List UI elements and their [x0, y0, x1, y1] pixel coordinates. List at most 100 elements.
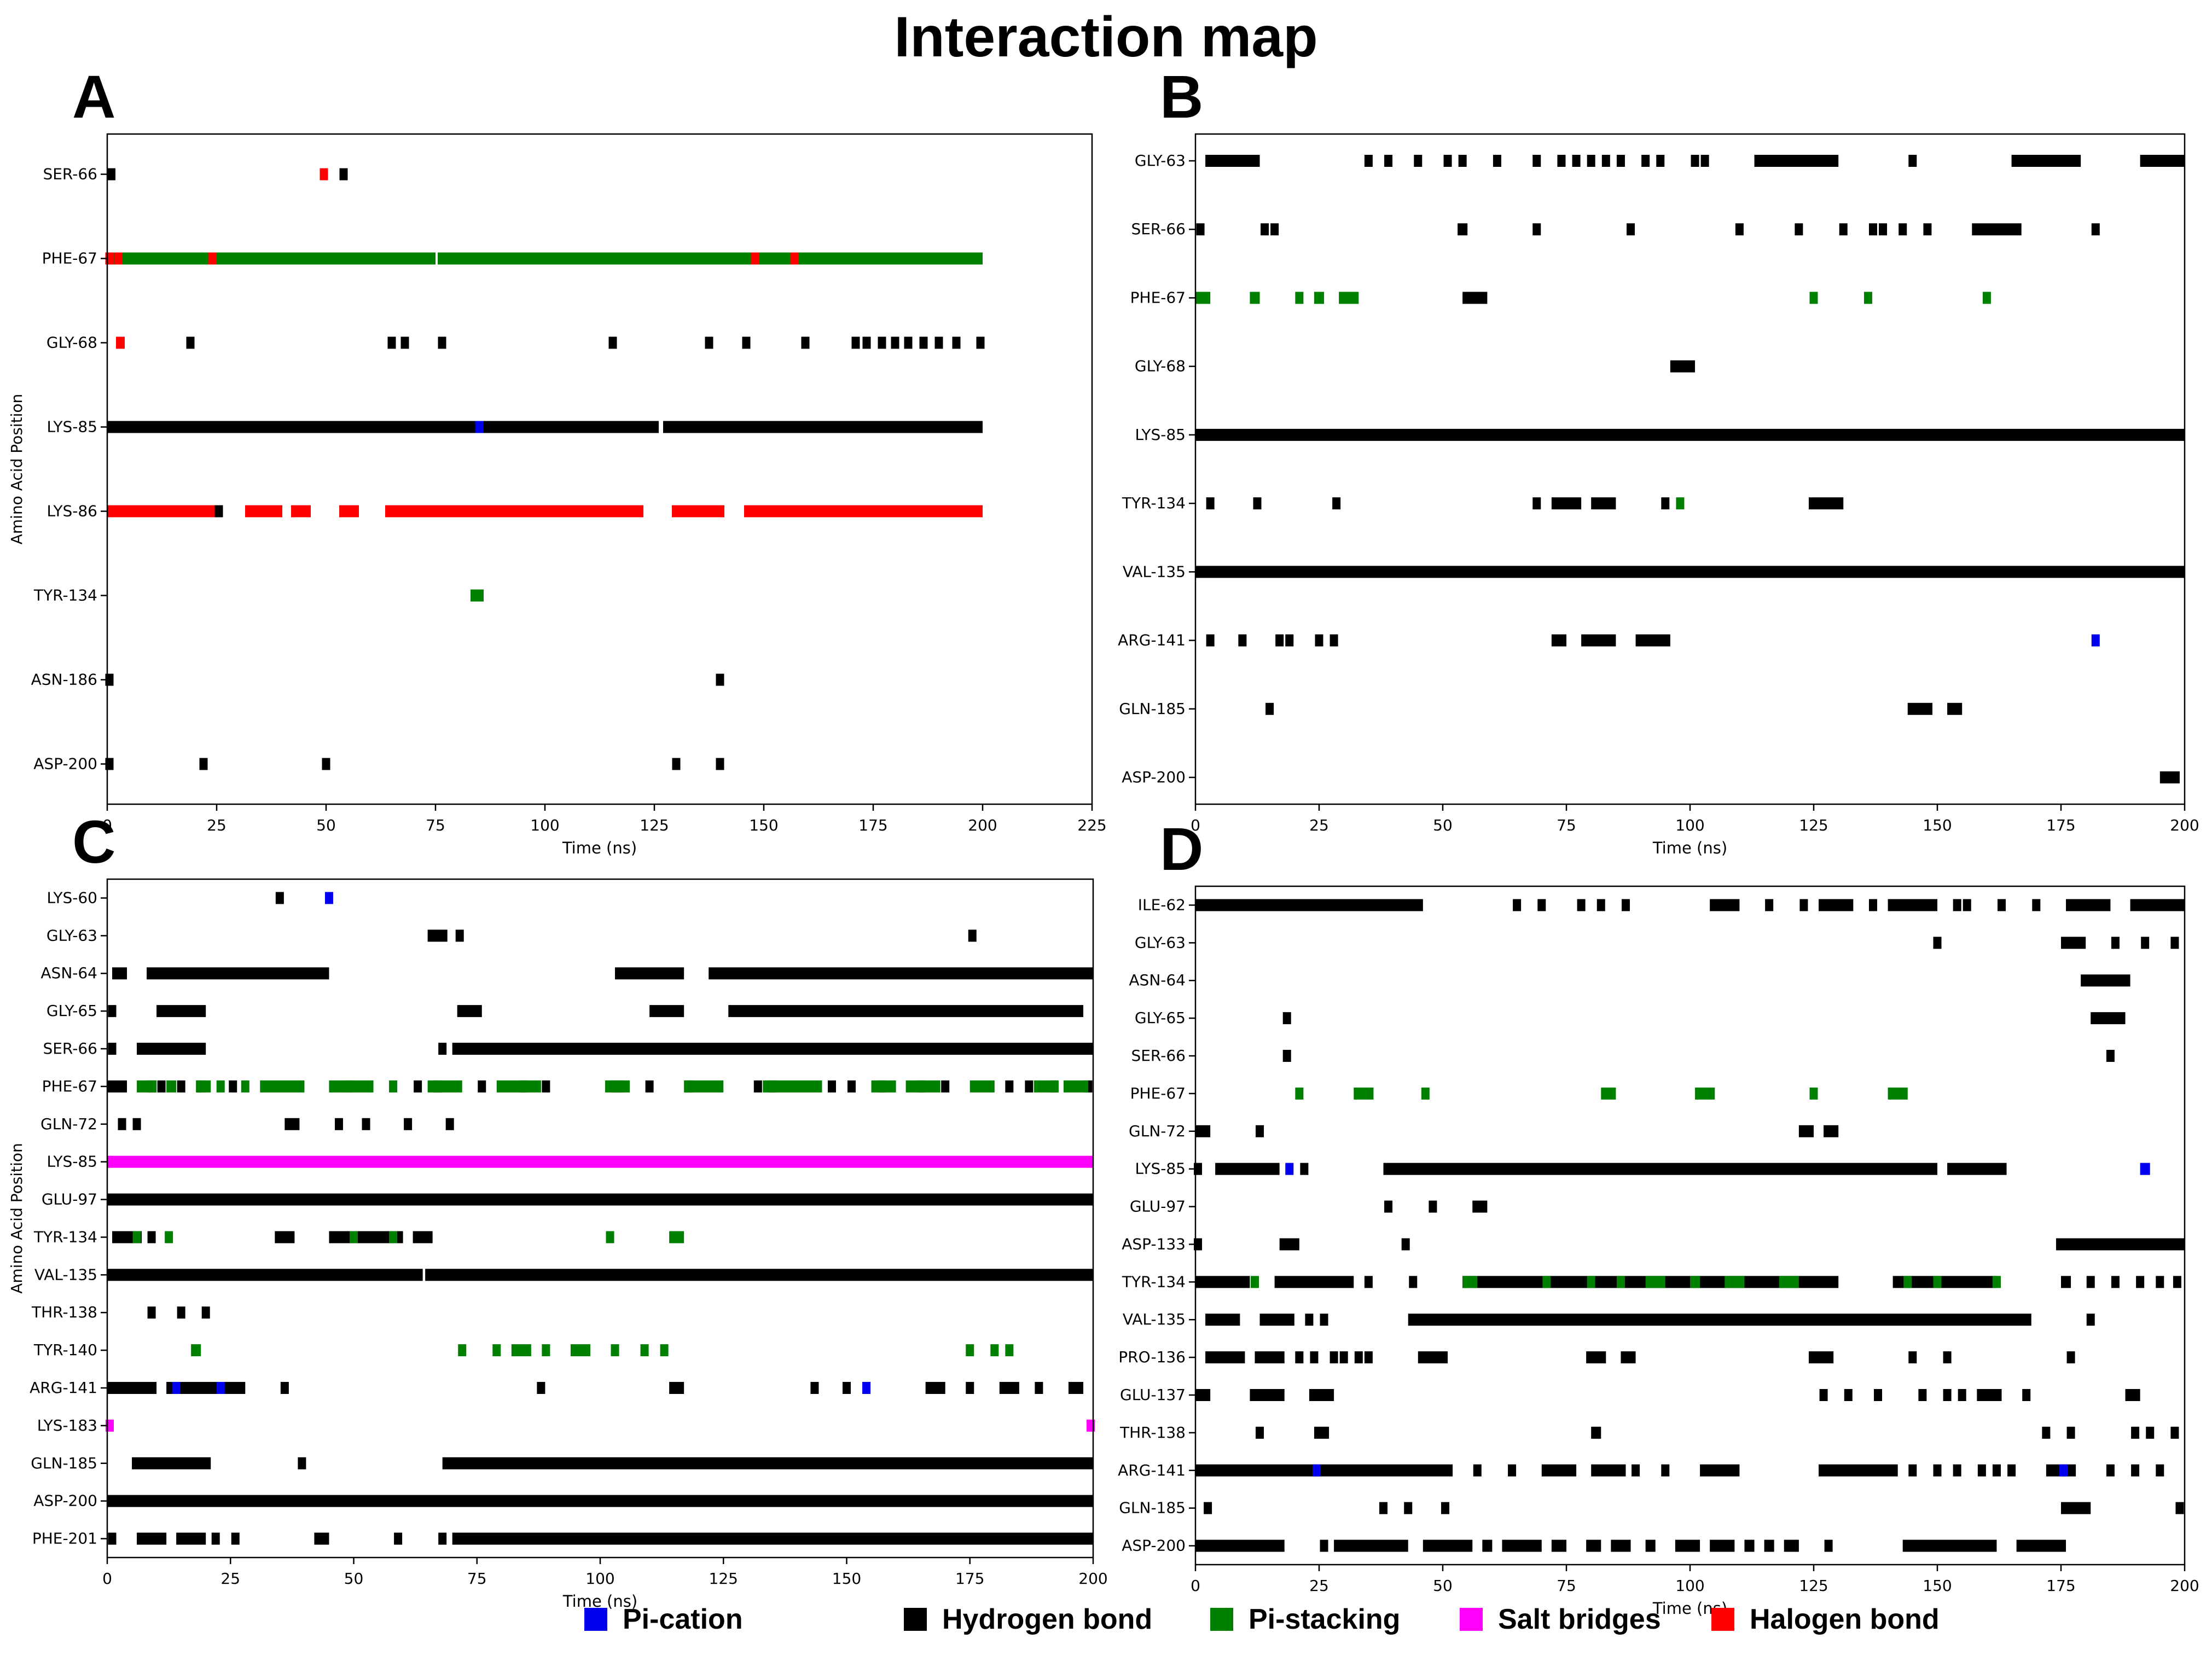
- mark-phe-67-hydrogen-bond-point-4: [414, 1080, 422, 1093]
- mark-ile-62-hydrogen-bond-segment-1: [1710, 899, 1740, 911]
- mark-arg-141-hydrogen-bond-point-3: [1661, 1464, 1670, 1477]
- mark-asp-200-hydrogen-bond-segment-2: [1423, 1539, 1473, 1552]
- mark-glu-137-hydrogen-bond-segment-3: [1977, 1388, 2002, 1401]
- legend-item-salt-bridges: Salt bridges: [1460, 1603, 1661, 1636]
- mark-phe-67-hydrogen-bond-point-14: [847, 1080, 856, 1093]
- mark-ile-62-hydrogen-bond-point-11: [2032, 899, 2041, 911]
- mark-gln-185-hydrogen-bond-point-4: [2175, 1502, 2184, 1514]
- y-tick-label-thr-138: THR-138: [31, 1303, 97, 1321]
- mark-asn-64-hydrogen-bond-segment-0: [112, 967, 127, 980]
- mark-gln-72-hydrogen-bond-segment-1: [1798, 1125, 1814, 1137]
- y-tick-label-pro-136: PRO-136: [1118, 1348, 1186, 1366]
- mark-asp-200-hydrogen-bond-point-1: [199, 758, 208, 770]
- mark-glu-137-hydrogen-bond-segment-2: [1309, 1388, 1334, 1401]
- mark-arg-141-hydrogen-bond-segment-5: [1068, 1381, 1083, 1394]
- x-tick-label-175: 175: [2046, 1577, 2075, 1595]
- mark-arg-141-hydrogen-bond-point-1: [1508, 1464, 1517, 1477]
- mark-phe-67-pi-stacking-segment-6: [496, 1080, 541, 1093]
- x-tick-label-25: 25: [207, 816, 227, 834]
- mark-gln-185-hydrogen-bond-point-1: [1379, 1502, 1388, 1514]
- mark-ser-66-hydrogen-bond-point-8: [1868, 223, 1877, 236]
- mark-tyr-134-pi-stacking-point-6: [1992, 1276, 2001, 1288]
- mark-tyr-134-hydrogen-bond-segment-2: [1808, 497, 1844, 510]
- mark-pro-136-hydrogen-bond-point-3: [1339, 1351, 1348, 1364]
- mark-phe-67-halogen-bond-point-4: [790, 252, 799, 265]
- y-tick-label-phe-201: PHE-201: [32, 1530, 97, 1548]
- mark-lys-60-pi-cation-point-0: [324, 892, 333, 904]
- x-tick-label-150: 150: [1923, 816, 1952, 834]
- legend-swatch-halogen-bond: [1711, 1608, 1734, 1631]
- mark-gly-63-hydrogen-bond-point-11: [1616, 155, 1625, 167]
- mark-ile-62-hydrogen-bond-segment-3: [1888, 899, 1937, 911]
- mark-lys-85-hydrogen-bond-point-1: [1300, 1163, 1309, 1175]
- mark-phe-201-hydrogen-bond-point-0: [108, 1532, 117, 1545]
- mark-phe-67-pi-stacking-segment-1: [1601, 1087, 1616, 1100]
- mark-pro-136-hydrogen-bond-segment-3: [1586, 1351, 1606, 1364]
- mark-tyr-134-pi-stacking-segment-0: [1462, 1276, 1478, 1288]
- mark-gln-185-hydrogen-bond-segment-1: [1947, 702, 1963, 715]
- mark-asp-200-hydrogen-bond-segment-12: [1764, 1539, 1774, 1552]
- mark-lys-86-halogen-bond-segment-0: [107, 505, 217, 518]
- mark-phe-67-pi-stacking-segment-2: [1695, 1087, 1715, 1100]
- mark-arg-141-hydrogen-bond-point-1: [537, 1381, 545, 1394]
- x-tick-label-150: 150: [832, 1570, 861, 1588]
- mark-pro-136-hydrogen-bond-segment-5: [1808, 1351, 1834, 1364]
- mark-lys-86-halogen-bond-segment-1: [245, 505, 282, 518]
- mark-tyr-134-hydrogen-bond-segment-1: [1274, 1276, 1354, 1288]
- y-tick-label-lys-85: LYS-85: [1135, 1160, 1186, 1178]
- mark-gly-63-hydrogen-bond-point-1: [1384, 155, 1393, 167]
- mark-ile-62-hydrogen-bond-segment-5: [2130, 899, 2185, 911]
- mark-lys-85-hydrogen-bond-segment-0: [1215, 1163, 1280, 1175]
- mark-tyr-134-hydrogen-bond-segment-4: [2061, 1276, 2071, 1288]
- mark-tyr-134-pi-stacking-point-0: [1676, 497, 1685, 510]
- mark-pro-136-hydrogen-bond-segment-0: [1205, 1351, 1245, 1364]
- mark-phe-67-pi-stacking-segment-13: [1034, 1080, 1059, 1093]
- mark-gly-65-hydrogen-bond-segment-0: [156, 1005, 206, 1018]
- mark-ile-62-hydrogen-bond-point-3: [1596, 899, 1605, 911]
- mark-asn-64-hydrogen-bond-segment-2: [615, 967, 684, 980]
- mark-thr-138-hydrogen-bond-segment-1: [1591, 1426, 1601, 1439]
- x-tick-label-175: 175: [858, 816, 887, 834]
- legend-label-hydrogen-bond: Hydrogen bond: [942, 1603, 1153, 1635]
- mark-phe-201-hydrogen-bond-point-4: [438, 1532, 447, 1545]
- mark-asp-200-hydrogen-bond-segment-1: [1334, 1539, 1408, 1552]
- x-tick-label-200: 200: [2170, 816, 2199, 834]
- x-tick-label-0: 0: [102, 816, 112, 834]
- mark-asp-200-hydrogen-bond-segment-6: [1586, 1539, 1601, 1552]
- mark-ile-62-hydrogen-bond-point-10: [1998, 899, 2006, 911]
- mark-ser-66-hydrogen-bond-point-12: [2091, 223, 2100, 236]
- mark-tyr-134-hydrogen-bond-point-4: [2136, 1276, 2145, 1288]
- mark-arg-141-pi-cation-point-0: [2091, 634, 2100, 647]
- mark-gly-68-hydrogen-bond-point-9: [862, 336, 871, 349]
- mark-gly-63-hydrogen-bond-point-0: [455, 929, 464, 942]
- x-tick-label-125: 125: [1799, 1577, 1828, 1595]
- legend-label-halogen-bond: Halogen bond: [1750, 1603, 1940, 1635]
- mark-lys-85-hydrogen-bond-segment-1: [663, 421, 983, 433]
- mark-gly-65-hydrogen-bond-segment-1: [457, 1005, 482, 1018]
- mark-gln-72-hydrogen-bond-segment-0: [285, 1118, 300, 1130]
- mark-gly-68-hydrogen-bond-point-15: [952, 336, 961, 349]
- mark-gly-63-hydrogen-bond-point-16: [1908, 155, 1917, 167]
- mark-gly-68-hydrogen-bond-point-7: [801, 336, 810, 349]
- mark-ser-66-hydrogen-bond-point-4: [1627, 223, 1635, 236]
- mark-lys-85-pi-cation-point-0: [1285, 1163, 1294, 1175]
- mark-asp-200-hydrogen-bond-segment-0: [2159, 771, 2180, 783]
- mark-glu-137-hydrogen-bond-point-1: [1844, 1388, 1853, 1401]
- mark-asp-200-hydrogen-bond-point-4: [716, 758, 724, 770]
- mark-tyr-134-pi-stacking-point-4: [606, 1231, 614, 1244]
- legend-swatch-hydrogen-bond: [904, 1608, 927, 1631]
- mark-thr-138-hydrogen-bond-point-2: [2066, 1426, 2075, 1439]
- y-tick-label-lys-183: LYS-183: [37, 1416, 97, 1434]
- mark-tyr-134-pi-stacking-segment-0: [669, 1231, 684, 1244]
- mark-asp-200-hydrogen-bond-segment-3: [1482, 1539, 1493, 1552]
- mark-ser-66-hydrogen-bond-segment-0: [137, 1043, 206, 1055]
- mark-asp-200-hydrogen-bond-point-3: [672, 758, 681, 770]
- x-tick-label-125: 125: [709, 1570, 738, 1588]
- y-tick-label-gly-68: GLY-68: [1135, 357, 1186, 375]
- mark-arg-141-hydrogen-bond-segment-1: [1581, 634, 1616, 647]
- mark-phe-67-hydrogen-bond-point-8: [542, 1080, 550, 1093]
- mark-thr-138-hydrogen-bond-point-2: [201, 1306, 210, 1319]
- mark-arg-141-hydrogen-bond-segment-1: [1541, 1464, 1577, 1477]
- x-tick-label-75: 75: [1557, 1577, 1576, 1595]
- mark-asp-133-hydrogen-bond-segment-0: [1279, 1238, 1299, 1251]
